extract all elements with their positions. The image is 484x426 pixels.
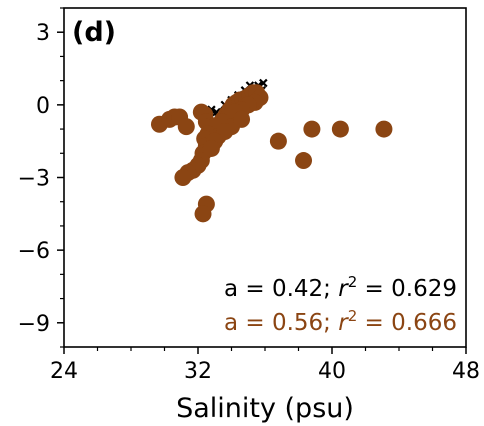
x-axis-label: Salinity (psu) <box>176 393 354 424</box>
panel-label: (d) <box>72 17 116 48</box>
brown-data-point <box>295 152 313 170</box>
brown-data-point <box>375 120 393 138</box>
fit-annotation: a = 0.42; r2 = 0.629 <box>224 273 457 302</box>
brown-data-point <box>202 139 220 157</box>
y-tick-label: −3 <box>18 167 50 192</box>
y-tick-label: −6 <box>18 239 50 264</box>
x-tick-label: 24 <box>50 359 78 384</box>
brown-data-point <box>303 120 321 138</box>
brown-data-point <box>331 120 349 138</box>
y-tick-label: −9 <box>18 312 50 337</box>
y-tick-label: 3 <box>36 21 50 46</box>
brown-data-point <box>174 169 192 186</box>
brown-data-point <box>233 110 251 128</box>
points-layer <box>150 78 393 223</box>
annotation-layer: a = 0.42; r2 = 0.629 a = 0.56; r2 = 0.666 <box>224 273 457 336</box>
brown-data-point <box>269 132 287 150</box>
brown-data-point <box>194 205 212 223</box>
x-tick-label: 48 <box>452 359 480 384</box>
brown-data-point <box>177 118 195 136</box>
x-tick-label: 40 <box>318 359 346 384</box>
fit-annotation: a = 0.56; r2 = 0.666 <box>224 307 457 336</box>
black-data-point <box>259 78 268 88</box>
y-tick-label: 0 <box>36 94 50 119</box>
plot-frame <box>63 7 467 348</box>
x-tick-label: 32 <box>184 359 212 384</box>
